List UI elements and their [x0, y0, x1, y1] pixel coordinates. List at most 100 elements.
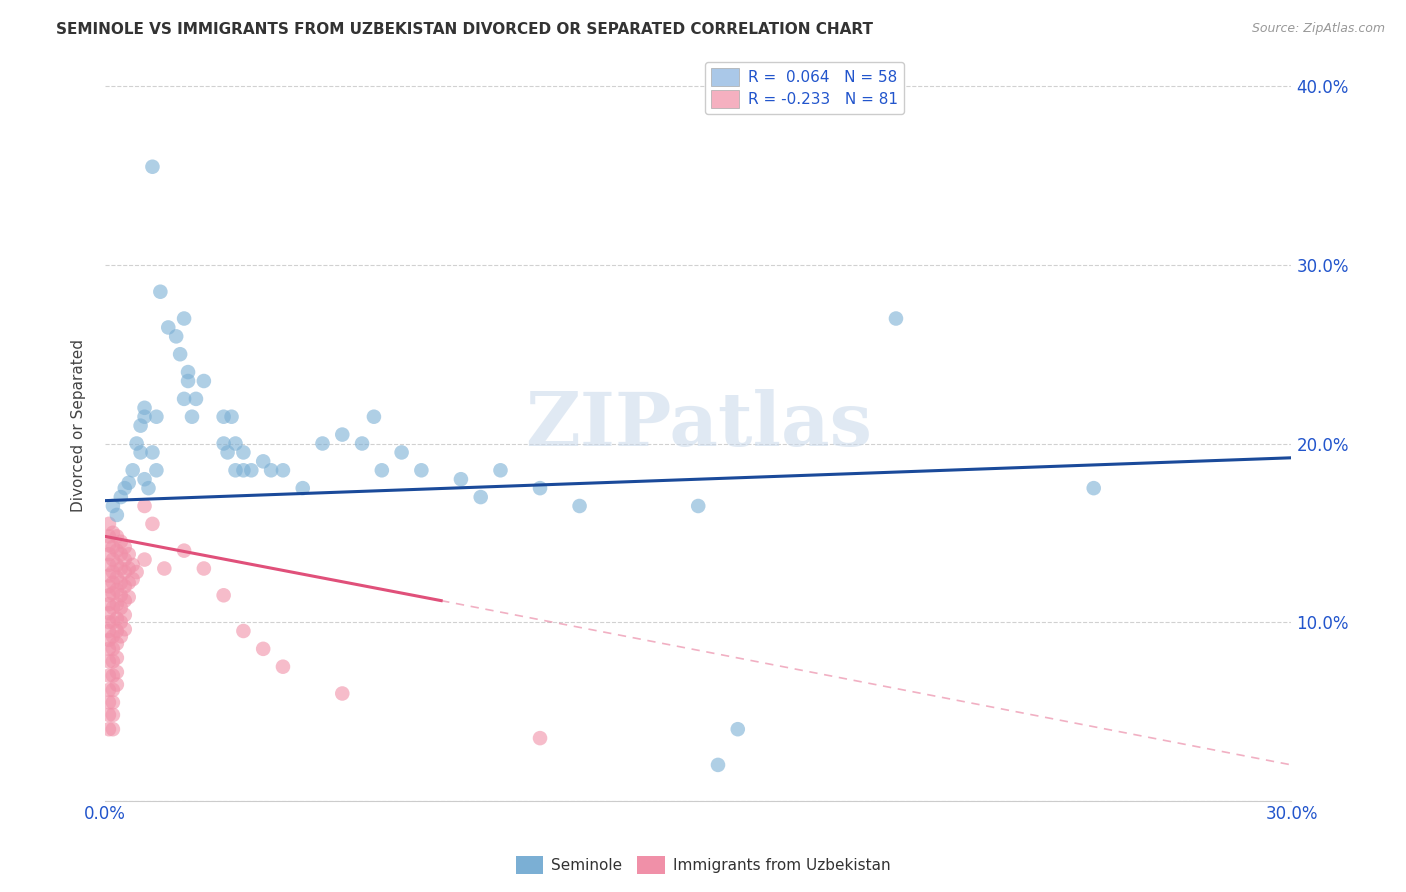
- Legend: Seminole, Immigrants from Uzbekistan: Seminole, Immigrants from Uzbekistan: [510, 850, 896, 880]
- Point: [101, 722, 124, 736]
- Point: [411, 463, 433, 477]
- Point: [153, 561, 176, 575]
- Point: [97, 568, 120, 582]
- Point: [169, 347, 191, 361]
- Point: [173, 392, 195, 406]
- Point: [470, 490, 492, 504]
- Point: [105, 665, 128, 679]
- Point: [118, 590, 141, 604]
- Point: [110, 615, 132, 629]
- Point: [110, 490, 132, 504]
- Point: [97, 722, 120, 736]
- Y-axis label: Divorced or Separated: Divorced or Separated: [72, 339, 86, 512]
- Point: [114, 540, 136, 554]
- Point: [134, 552, 156, 566]
- Point: [707, 758, 730, 772]
- Point: [489, 463, 512, 477]
- Point: [118, 547, 141, 561]
- Point: [232, 624, 254, 638]
- Point: [101, 565, 124, 579]
- Point: [184, 392, 207, 406]
- Point: [118, 575, 141, 590]
- Point: [101, 552, 124, 566]
- Point: [121, 572, 143, 586]
- Point: [97, 588, 120, 602]
- Point: [101, 615, 124, 629]
- Point: [240, 463, 263, 477]
- Point: [529, 731, 551, 745]
- Point: [105, 570, 128, 584]
- Point: [97, 641, 120, 656]
- Point: [118, 561, 141, 575]
- Point: [97, 624, 120, 638]
- Point: [110, 600, 132, 615]
- Point: [114, 593, 136, 607]
- Point: [212, 409, 235, 424]
- Point: [97, 668, 120, 682]
- Point: [114, 607, 136, 622]
- Point: [129, 445, 152, 459]
- Point: [568, 499, 591, 513]
- Point: [105, 636, 128, 650]
- Point: [193, 374, 215, 388]
- Point: [114, 481, 136, 495]
- Point: [105, 624, 128, 638]
- Point: [177, 365, 200, 379]
- Point: [134, 499, 156, 513]
- Point: [114, 552, 136, 566]
- Point: [97, 606, 120, 620]
- Point: [97, 558, 120, 572]
- Point: [97, 516, 120, 531]
- Point: [352, 436, 374, 450]
- Point: [141, 516, 163, 531]
- Point: [114, 565, 136, 579]
- Point: [363, 409, 385, 424]
- Point: [110, 534, 132, 549]
- Point: [121, 463, 143, 477]
- Point: [97, 597, 120, 611]
- Point: [165, 329, 187, 343]
- Point: [224, 463, 246, 477]
- Point: [97, 538, 120, 552]
- Point: [101, 629, 124, 643]
- Text: SEMINOLE VS IMMIGRANTS FROM UZBEKISTAN DIVORCED OR SEPARATED CORRELATION CHART: SEMINOLE VS IMMIGRANTS FROM UZBEKISTAN D…: [56, 22, 873, 37]
- Point: [101, 600, 124, 615]
- Point: [110, 588, 132, 602]
- Point: [727, 722, 749, 736]
- Point: [450, 472, 472, 486]
- Point: [101, 707, 124, 722]
- Point: [101, 668, 124, 682]
- Point: [105, 558, 128, 572]
- Point: [110, 547, 132, 561]
- Point: [173, 543, 195, 558]
- Point: [134, 409, 156, 424]
- Point: [212, 588, 235, 602]
- Point: [105, 677, 128, 691]
- Point: [134, 472, 156, 486]
- Point: [129, 418, 152, 433]
- Point: [97, 632, 120, 647]
- Point: [138, 481, 160, 495]
- Point: [110, 561, 132, 575]
- Point: [114, 579, 136, 593]
- Point: [101, 641, 124, 656]
- Point: [101, 695, 124, 709]
- Point: [291, 481, 314, 495]
- Point: [105, 543, 128, 558]
- Point: [101, 525, 124, 540]
- Point: [221, 409, 243, 424]
- Point: [105, 611, 128, 625]
- Point: [232, 445, 254, 459]
- Point: [1083, 481, 1105, 495]
- Point: [105, 597, 128, 611]
- Text: ZIPatlas: ZIPatlas: [524, 389, 872, 462]
- Point: [101, 682, 124, 697]
- Point: [145, 463, 167, 477]
- Point: [105, 650, 128, 665]
- Point: [173, 311, 195, 326]
- Point: [141, 160, 163, 174]
- Point: [193, 561, 215, 575]
- Point: [97, 529, 120, 543]
- Point: [97, 695, 120, 709]
- Point: [212, 436, 235, 450]
